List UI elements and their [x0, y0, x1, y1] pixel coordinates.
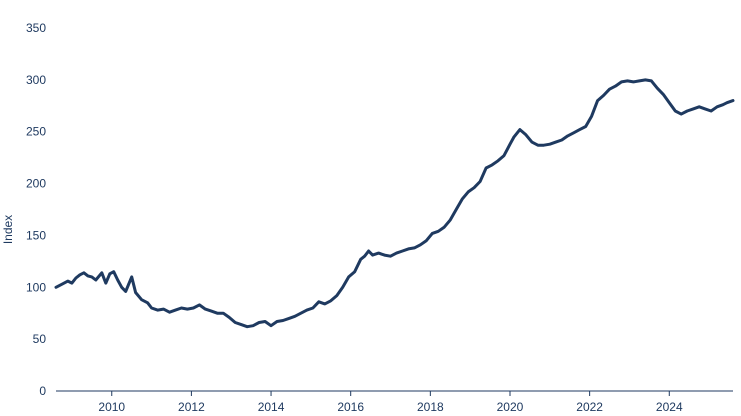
x-tick-label: 2010	[98, 400, 125, 414]
x-tick-label: 2012	[178, 400, 205, 414]
y-tick-label: 300	[26, 73, 46, 87]
x-axis-ticks: 2010 2012 2014 2016 2018 2020 2022 2024	[98, 391, 683, 414]
x-tick-label: 2014	[258, 400, 285, 414]
x-tick-label: 2022	[576, 400, 603, 414]
y-tick-label: 100	[26, 280, 46, 294]
x-tick-label: 2020	[497, 400, 524, 414]
x-tick-label: 2024	[656, 400, 683, 414]
y-tick-label: 50	[33, 332, 47, 346]
y-axis-ticks: 0 50 100 150 200 250 300 350	[26, 21, 46, 398]
y-tick-label: 350	[26, 21, 46, 35]
y-tick-label: 200	[26, 177, 46, 191]
y-tick-label: 150	[26, 228, 46, 242]
x-tick-label: 2018	[417, 400, 444, 414]
series-line	[54, 78, 735, 329]
x-tick-label: 2016	[337, 400, 364, 414]
y-axis-title: Index	[1, 215, 15, 244]
y-tick-label: 250	[26, 125, 46, 139]
y-tick-label: 0	[39, 384, 46, 398]
